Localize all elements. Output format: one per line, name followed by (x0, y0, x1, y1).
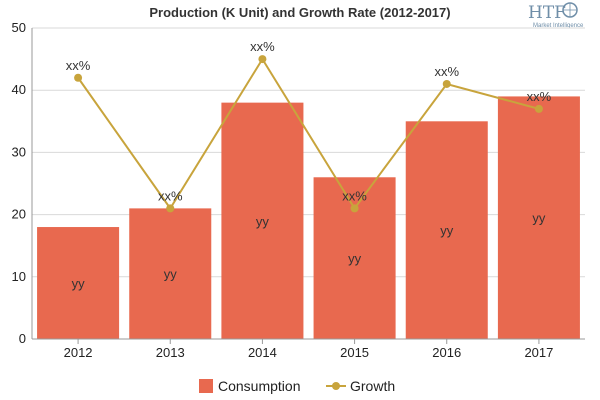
bar-data-label: yy (256, 214, 270, 229)
bar-data-label: yy (532, 211, 546, 226)
x-tick-label: 2015 (340, 345, 369, 360)
y-tick-label: 50 (12, 20, 26, 35)
bar-2017 (497, 96, 580, 339)
growth-data-label: xx% (66, 58, 91, 73)
legend-swatch-consumption (199, 379, 213, 393)
growth-data-label: xx% (342, 188, 367, 203)
bar-data-label: yy (348, 251, 362, 266)
growth-point-2012 (74, 73, 83, 82)
growth-line: xx% xx% xx% xx% xx% xx% (66, 39, 552, 213)
legend-label-consumption: Consumption (218, 378, 301, 394)
bar-2012 (37, 227, 120, 339)
growth-data-label: xx% (434, 64, 459, 79)
legend-swatch-growth-marker (332, 382, 340, 390)
growth-point-2014 (258, 55, 267, 64)
globe-grid-icon (563, 3, 577, 17)
x-tick-label: 2012 (64, 345, 93, 360)
bar-2014 (221, 102, 304, 339)
growth-point-2016 (442, 79, 451, 88)
y-tick-label: 40 (12, 82, 26, 97)
logo-subtitle: Market Intelligence (533, 23, 584, 29)
bar-2015 (313, 177, 396, 339)
x-tick-label: 2013 (156, 345, 185, 360)
growth-data-label: xx% (527, 89, 552, 104)
bar-2016 (405, 121, 488, 339)
y-axis: 0 10 20 30 40 50 (12, 20, 33, 346)
x-tick-label: 2014 (248, 345, 277, 360)
bars: yy yy yy yy yy yy (37, 96, 580, 339)
growth-series-line (77, 57, 540, 211)
legend-label-growth: Growth (350, 378, 395, 394)
bar-data-label: yy (164, 267, 178, 282)
y-tick-label: 0 (19, 331, 26, 346)
bar-data-label: yy (440, 223, 454, 238)
growth-data-label: xx% (250, 39, 275, 54)
bar-2013 (129, 208, 212, 339)
growth-data-label: xx% (158, 188, 183, 203)
growth-point-2013 (166, 204, 175, 213)
x-tick-label: 2017 (524, 345, 553, 360)
y-tick-label: 20 (12, 207, 26, 222)
growth-point-2015 (350, 204, 359, 213)
growth-point-2017 (534, 104, 543, 113)
legend: Consumption Growth (199, 378, 395, 394)
htf-logo: HTF Market Intelligence (528, 2, 584, 29)
y-tick-label: 10 (12, 269, 26, 284)
logo-text: HTF (528, 3, 566, 23)
x-tick-label: 2016 (432, 345, 461, 360)
bar-data-label: yy (72, 276, 86, 291)
x-axis: 2012 2013 2014 2015 2016 2017 (32, 338, 585, 360)
y-tick-label: 30 (12, 144, 26, 159)
chart-title: Production (K Unit) and Growth Rate (201… (149, 5, 450, 20)
gridlines (32, 27, 585, 278)
